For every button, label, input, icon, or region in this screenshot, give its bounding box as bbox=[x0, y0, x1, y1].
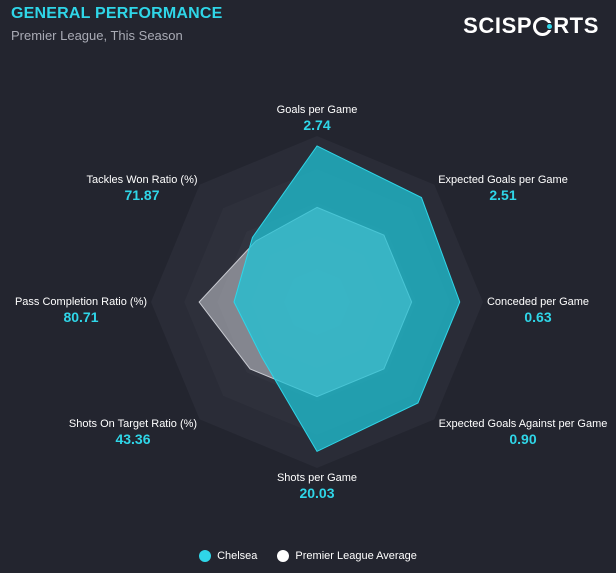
logo-o-icon bbox=[533, 16, 555, 36]
axis-label: Tackles Won Ratio (%) 71.87 bbox=[86, 174, 197, 203]
series-polygon-chelsea[interactable] bbox=[233, 145, 461, 453]
axis-name: Goals per Game bbox=[276, 104, 358, 116]
legend-item-chelsea[interactable]: Chelsea bbox=[199, 550, 257, 562]
axis-name: Pass Completion Ratio (%) bbox=[14, 296, 148, 308]
legend: Chelsea Premier League Average bbox=[0, 550, 616, 562]
legend-swatch-average bbox=[277, 550, 290, 562]
axis-label: Shots On Target Ratio (%) 43.36 bbox=[69, 418, 197, 447]
axis-label: Pass Completion Ratio (%) 80.71 bbox=[15, 296, 147, 325]
legend-label-chelsea: Chelsea bbox=[217, 550, 258, 562]
legend-swatch-chelsea bbox=[199, 550, 212, 562]
radar-series bbox=[198, 145, 461, 453]
axis-value: 2.51 bbox=[489, 187, 517, 203]
chart-title: GENERAL PERFORMANCE bbox=[11, 5, 223, 22]
logo-text-part-1: SCISP bbox=[463, 13, 533, 38]
axis-value: 43.36 bbox=[115, 431, 151, 447]
axis-name: Shots per Game bbox=[276, 472, 358, 484]
legend-label-average: Premier League Average bbox=[295, 550, 417, 562]
axis-name: Expected Goals per Game bbox=[438, 174, 568, 186]
axis-label: Goals per Game 2.74 bbox=[277, 104, 358, 133]
axis-name: Shots On Target Ratio (%) bbox=[68, 418, 198, 430]
axis-value: 2.74 bbox=[303, 117, 331, 133]
axis-label: Expected Goals per Game 2.51 bbox=[438, 174, 568, 203]
axis-name: Tackles Won Ratio (%) bbox=[86, 174, 198, 186]
axis-value: 71.87 bbox=[124, 187, 160, 203]
axis-name: Expected Goals Against per Game bbox=[438, 418, 608, 430]
axis-value: 20.03 bbox=[299, 485, 335, 501]
axis-value: 80.71 bbox=[63, 309, 99, 325]
legend-item-average[interactable]: Premier League Average bbox=[277, 550, 417, 562]
axis-value: 0.63 bbox=[524, 309, 552, 325]
axis-label: Expected Goals Against per Game 0.90 bbox=[439, 418, 608, 447]
axis-name: Conceded per Game bbox=[486, 296, 590, 308]
scisports-logo: SCISP RTS bbox=[463, 13, 599, 39]
logo-text-part-2: RTS bbox=[553, 13, 599, 38]
chart-subtitle: Premier League, This Season bbox=[11, 28, 183, 43]
axis-value: 0.90 bbox=[509, 431, 537, 447]
axis-label: Shots per Game 20.03 bbox=[277, 472, 357, 501]
axis-label: Conceded per Game 0.63 bbox=[487, 296, 589, 325]
